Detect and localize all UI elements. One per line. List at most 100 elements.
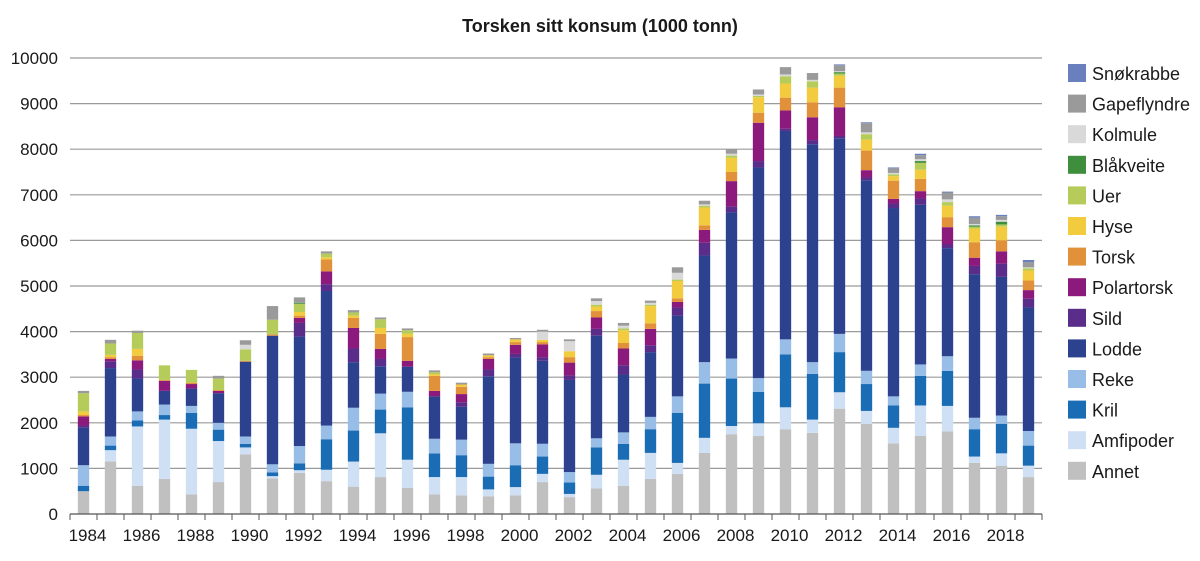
bar-segment-kolmule: [1022, 267, 1035, 269]
bar-segment-annet: [509, 495, 522, 514]
bar-segment-kril: [104, 445, 117, 451]
bar-segment-annet: [212, 482, 225, 514]
legend-swatch: [1068, 155, 1086, 174]
bar-segment-lodde: [401, 366, 414, 392]
x-tick-label: 1998: [447, 526, 485, 545]
legend-swatch: [1068, 247, 1086, 266]
bar-segment-hyse: [752, 97, 765, 113]
legend: Snøkrabbe Gapeflyndre Kolmule Blåkveite Uer H…: [1068, 64, 1190, 482]
bar-segment-polartorsk: [536, 344, 549, 358]
bar-segment-annet: [914, 436, 927, 514]
bar-segment-lodde: [995, 276, 1008, 416]
bar-segment-reke: [590, 438, 603, 448]
bar-segment-reke: [995, 415, 1008, 424]
bar-segment-kril: [185, 412, 198, 429]
bar-segment-polartorsk: [104, 358, 117, 362]
bar-segment-lodde: [131, 378, 144, 412]
bar-segment-polartorsk: [293, 317, 306, 323]
bar-segment-reke: [428, 438, 441, 454]
bar-segment-polartorsk: [590, 317, 603, 329]
legend-label: Amfipoder: [1092, 431, 1174, 451]
bar-segment-amfipoder: [509, 487, 522, 496]
bar-segment-sild: [779, 128, 792, 131]
x-tick-label: 1994: [339, 526, 377, 545]
bar-segment-reke: [239, 436, 252, 444]
bar-segment-uer: [887, 174, 900, 177]
bar-segment-lodde: [536, 360, 549, 444]
bar-segment-polartorsk: [887, 198, 900, 204]
x-tick-label: 2006: [663, 526, 701, 545]
bar-segment-annet: [779, 429, 792, 514]
bar-segment-torsk: [239, 360, 252, 362]
legend-label: Uer: [1092, 186, 1121, 206]
bar-segment-reke: [671, 396, 684, 413]
x-tick-label: 2016: [933, 526, 971, 545]
bar-segment-torsk: [374, 333, 387, 349]
bar-segment-lodde: [698, 255, 711, 363]
bar-segment-amfipoder: [914, 405, 927, 437]
bar-segment-annet: [536, 482, 549, 514]
bar-segment-polartorsk: [131, 360, 144, 370]
bar-segment-amfipoder: [320, 469, 333, 482]
bar-segment-hyse: [320, 257, 333, 260]
bar-segment-amfipoder: [401, 459, 414, 489]
bar-segment-hyse: [536, 339, 549, 343]
y-tick-label: 10000: [11, 49, 58, 68]
bar-segment-gapeflyndre: [752, 89, 765, 95]
legend-label: Lodde: [1092, 339, 1142, 359]
bars: [77, 64, 1035, 514]
bar-segment-lodde: [752, 167, 765, 379]
bar-segment-torsk: [725, 172, 738, 182]
bar-segment-torsk: [347, 317, 360, 328]
bar-segment-snøkrabbe: [995, 214, 1008, 217]
bar-segment-gapeflyndre: [644, 300, 657, 303]
bar-segment-blåkveite: [968, 225, 981, 227]
bar-segment-annet: [563, 497, 576, 514]
bar-segment-torsk: [644, 323, 657, 329]
bar-segment-uer: [644, 304, 657, 307]
bar-segment-kril: [401, 407, 414, 460]
bar-segment-torsk: [401, 337, 414, 361]
bar-segment-sild: [320, 284, 333, 292]
bar-segment-torsk: [995, 240, 1008, 252]
bar-segment-snøkrabbe: [1022, 260, 1035, 263]
legend-swatch: [1068, 400, 1086, 419]
bar-segment-kril: [77, 485, 90, 492]
bar-segment-sild: [77, 425, 90, 428]
bar-segment-polartorsk: [563, 362, 576, 376]
bar-segment-lodde: [779, 130, 792, 340]
legend-swatch: [1068, 308, 1086, 327]
bar-segment-kril: [293, 463, 306, 471]
bar-segment-uer: [212, 378, 225, 390]
bar-segment-polartorsk: [455, 394, 468, 403]
bar-segment-hyse: [347, 315, 360, 318]
bar-segment-uer: [671, 279, 684, 281]
bar-segment-uer: [158, 365, 171, 380]
bar-segment-reke: [941, 356, 954, 371]
bar-segment-reke: [806, 362, 819, 375]
bar-segment-sild: [806, 140, 819, 145]
bar-segment-reke: [725, 358, 738, 379]
bar-segment-lodde: [374, 366, 387, 394]
bar-segment-polartorsk: [185, 384, 198, 389]
bar-segment-lodde: [671, 315, 684, 397]
bar-segment-uer: [860, 134, 873, 140]
bar-segment-kril: [752, 391, 765, 424]
legend-label: Sild: [1092, 309, 1122, 329]
bar-segment-lodde: [590, 335, 603, 439]
bar-segment-lodde: [77, 427, 90, 466]
bar-segment-hyse: [806, 87, 819, 103]
bar-segment-polartorsk: [401, 360, 414, 367]
bar-segment-kril: [212, 429, 225, 442]
bar-segment-lodde: [266, 335, 279, 465]
bar-segment-sild: [914, 198, 927, 205]
bar-segment-sild: [563, 375, 576, 380]
bar-segment-annet: [941, 431, 954, 514]
bar-segment-kril: [779, 354, 792, 408]
bar-segment-annet: [887, 443, 900, 514]
bar-segment-lodde: [347, 362, 360, 408]
bar-segment-uer: [725, 155, 738, 158]
bar-segment-kril: [698, 383, 711, 438]
bar-segment-kril: [509, 465, 522, 488]
bar-segment-annet: [482, 496, 495, 514]
